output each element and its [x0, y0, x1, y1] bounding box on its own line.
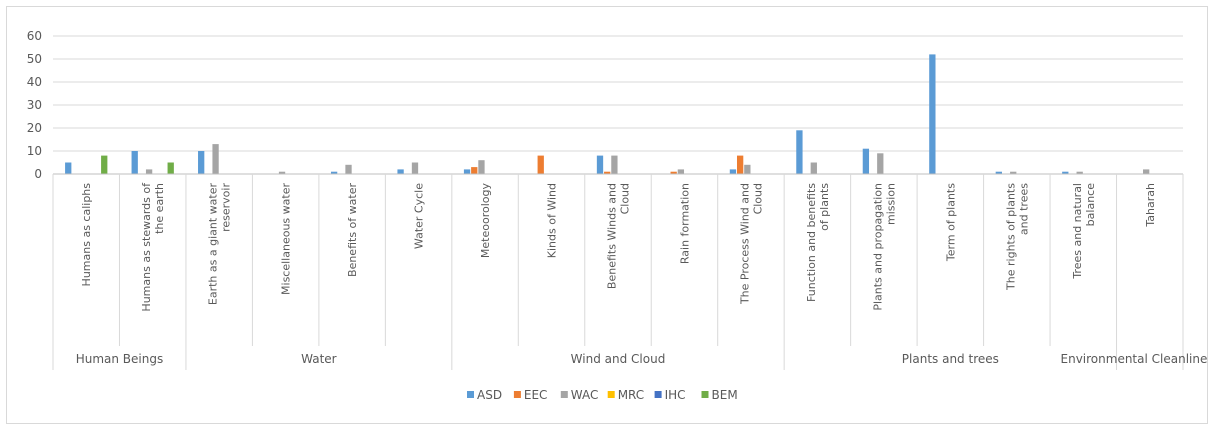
- bar-asd-6: [463, 169, 471, 174]
- y-tick-label: 10: [27, 144, 42, 158]
- bar-eec-8: [604, 171, 611, 174]
- legend-label-mrc: MRC: [618, 388, 644, 402]
- category-label: and trees: [1017, 183, 1030, 235]
- bar-wac-6: [478, 160, 485, 174]
- chart-frame: [6, 6, 1208, 424]
- y-tick-label: 40: [27, 75, 42, 89]
- group-label: Environmental Cleanliness: [1061, 352, 1214, 366]
- bar-asd-11: [796, 130, 803, 174]
- category-label: Rain formation: [678, 183, 691, 264]
- y-tick-label: 60: [27, 29, 42, 43]
- legend-swatch-wac: [560, 391, 568, 398]
- bar-asd-0: [65, 162, 72, 174]
- legend-label-eec: EEC: [524, 388, 548, 402]
- category-label: Benefits of water: [346, 183, 359, 277]
- category-label: Benefits Winds and: [606, 183, 619, 289]
- bar-bem-1: [167, 162, 174, 174]
- category-label: Water Cycle: [413, 183, 426, 249]
- category-label: of plants: [818, 183, 831, 231]
- bar-wac-3: [278, 171, 286, 174]
- y-tick-label: 20: [27, 121, 42, 135]
- category-label: Taharah: [1144, 183, 1157, 228]
- category-label: The rights of plants: [1004, 183, 1017, 291]
- bar-eec-6: [471, 167, 478, 174]
- bar-wac-4: [345, 164, 352, 174]
- bar-bem-0: [101, 155, 108, 174]
- bar-asd-13: [929, 54, 936, 174]
- bar-wac-12: [877, 153, 884, 174]
- category-label: Trees and natural: [1071, 183, 1084, 280]
- bar-asd-12: [862, 148, 870, 174]
- y-tick-label: 0: [34, 167, 42, 181]
- category-label: Humans as stewards of: [140, 182, 153, 312]
- bar-eec-7: [537, 155, 544, 174]
- category-label: Function and benefits: [805, 183, 818, 302]
- legend-swatch-bem: [701, 391, 709, 398]
- bar-wac-5: [411, 162, 419, 174]
- category-label: the earth: [153, 183, 166, 234]
- bar-asd-15: [1062, 171, 1069, 174]
- legend-label-ihc: IHC: [665, 388, 686, 402]
- category-label: reservoir: [220, 183, 233, 232]
- bar-wac-10: [744, 164, 751, 174]
- category-label: Earth as a giant water: [207, 183, 220, 306]
- group-label: Plants and trees: [902, 352, 999, 366]
- category-label: Miscellaneous water: [280, 183, 293, 295]
- group-label: Water: [301, 352, 337, 366]
- legend-swatch-asd: [467, 391, 474, 398]
- bar-wac-2: [212, 144, 219, 174]
- bar-wac-14: [1010, 171, 1017, 174]
- y-tick-label: 30: [27, 98, 42, 112]
- category-label: Plants and propagation: [871, 183, 884, 311]
- bar-asd-14: [995, 171, 1002, 174]
- category-label: Cloud: [751, 183, 764, 214]
- bar-wac-9: [677, 169, 685, 174]
- bar-asd-8: [596, 155, 604, 174]
- bar-asd-4: [330, 171, 338, 174]
- category-label: mission: [884, 183, 897, 225]
- group-label: Wind and Cloud: [571, 352, 666, 366]
- category-label: The Process Wind and: [738, 183, 751, 305]
- bar-eec-10: [736, 155, 744, 174]
- bar-asd-5: [397, 169, 404, 174]
- bar-wac-11: [810, 162, 817, 174]
- bar-asd-1: [131, 151, 138, 174]
- bar-asd-2: [198, 151, 205, 174]
- legend-label-asd: ASD: [477, 388, 502, 402]
- bar-wac-16: [1143, 169, 1150, 174]
- category-label: Humans as caliphs: [80, 183, 93, 287]
- category-label: Term of plants: [944, 183, 957, 262]
- category-label: Cloud: [619, 183, 632, 214]
- legend-swatch-ihc: [654, 391, 662, 398]
- category-label: Kinds of Wind: [546, 183, 559, 258]
- bar-wac-8: [611, 155, 618, 174]
- legend-label-bem: BEM: [712, 388, 738, 402]
- legend-swatch-eec: [513, 391, 521, 398]
- legend-swatch-mrc: [607, 391, 615, 398]
- bar-wac-15: [1076, 171, 1083, 174]
- category-label: balance: [1084, 183, 1097, 227]
- bar-eec-9: [670, 171, 677, 174]
- group-label: Human Beings: [76, 352, 164, 366]
- y-tick-label: 50: [27, 52, 42, 66]
- bar-wac-1: [145, 169, 153, 174]
- bar-asd-10: [729, 169, 737, 174]
- category-label: Meteoorology: [479, 183, 492, 259]
- legend-label-wac: WAC: [571, 388, 599, 402]
